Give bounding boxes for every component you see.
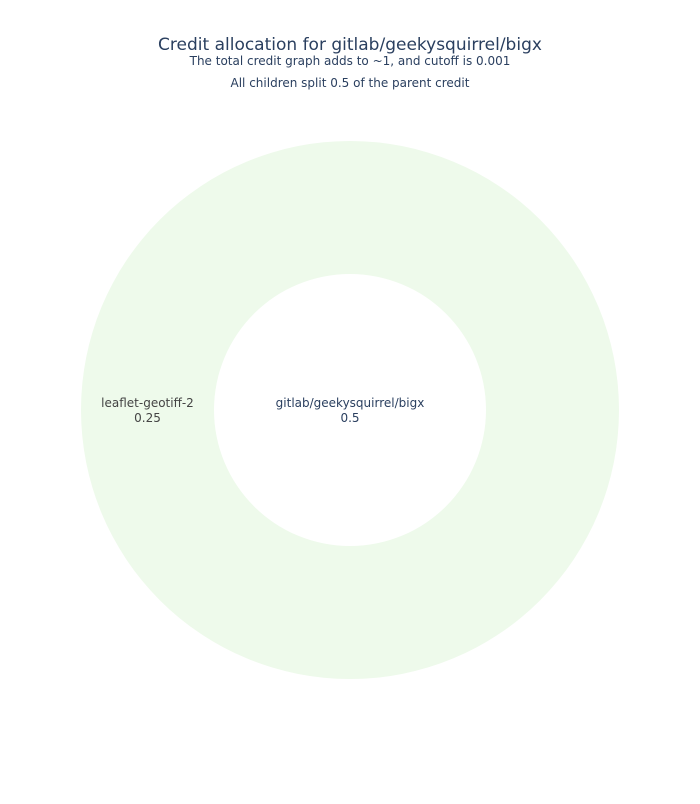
chart-subtitle-line-2: All children split 0.5 of the parent cre… (231, 76, 470, 90)
sunburst-root-segment[interactable] (214, 274, 486, 546)
root-label-name: gitlab/geekysquirrel/bigx (276, 396, 425, 410)
root-label: gitlab/geekysquirrel/bigx 0.5 (276, 396, 425, 425)
chart-subtitle-line-1: The total credit graph adds to ~1, and c… (189, 54, 511, 68)
segment-label-0: leaflet-geotiff-2 0.25 (101, 396, 194, 425)
segment-label-name: leaflet-geotiff-2 (101, 396, 194, 410)
sunburst-rings (81, 141, 619, 679)
sunburst-labels: gitlab/geekysquirrel/bigx 0.5 leaflet-geot… (101, 396, 424, 425)
root-label-value: 0.5 (340, 411, 359, 425)
sunburst-segment-0[interactable] (81, 141, 619, 679)
segment-label-value: 0.25 (134, 411, 161, 425)
chart-title: Credit allocation for gitlab/geekysquirr… (158, 35, 542, 55)
